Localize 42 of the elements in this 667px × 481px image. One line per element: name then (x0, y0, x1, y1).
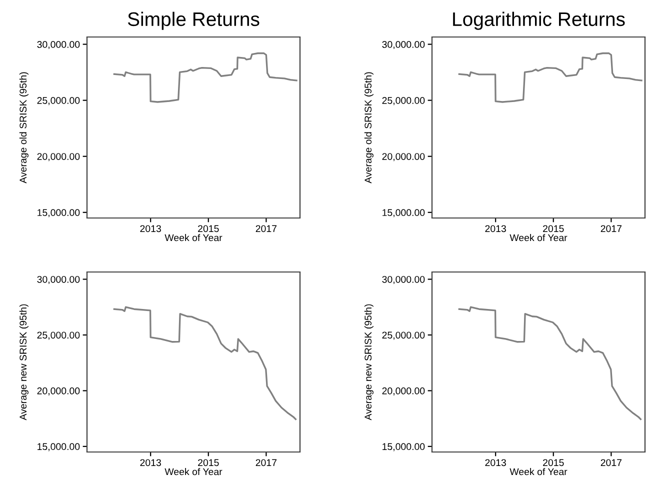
y-tick-label: 25,000.00 (382, 97, 425, 106)
y-axis-title: Average new SRISK (95th) (364, 304, 374, 420)
x-tick-label: 2017 (256, 225, 277, 232)
y-tick-label: 20,000.00 (382, 153, 425, 162)
line-series (458, 306, 642, 420)
y-tick-label: 30,000.00 (382, 41, 425, 50)
x-axis-title: Week of Year (510, 468, 568, 476)
x-tick-label: 2015 (198, 225, 219, 232)
y-axis-title: Average new SRISK (95th) (19, 304, 28, 420)
x-tick-label: 2017 (256, 459, 277, 466)
line-series (113, 306, 296, 420)
line-series (113, 52, 298, 103)
x-axis-title: Week of Year (164, 468, 222, 476)
y-tick-label: 30,000.00 (37, 41, 80, 50)
x-tick-label: 2013 (485, 459, 506, 466)
y-tick-label: 15,000.00 (382, 443, 425, 452)
y-axis-title: Average old SRISK (95th) (364, 72, 374, 184)
x-tick-label: 2017 (600, 225, 622, 232)
y-tick-label: 30,000.00 (382, 276, 425, 284)
x-axis-title: Week of Year (164, 234, 222, 242)
x-tick-label: 2013 (485, 225, 506, 232)
y-tick-label: 20,000.00 (382, 387, 425, 396)
x-axis-title: Week of Year (510, 234, 568, 242)
y-tick-label: 20,000.00 (37, 153, 80, 162)
line-series (458, 52, 642, 103)
y-tick-label: 25,000.00 (37, 97, 80, 106)
chart-title: Logarithmic Returns (453, 12, 625, 30)
y-tick-label: 20,000.00 (37, 387, 80, 396)
y-tick-label: 25,000.00 (37, 332, 80, 340)
x-tick-label: 2015 (198, 459, 219, 466)
y-tick-label: 30,000.00 (37, 276, 80, 284)
x-tick-label: 2017 (600, 459, 622, 466)
y-axis-title: Average old SRISK (95th) (19, 72, 28, 184)
x-tick-label: 2013 (140, 459, 161, 466)
y-tick-label: 15,000.00 (38, 443, 80, 452)
x-tick-label: 2015 (543, 459, 564, 466)
y-tick-label: 15,000.00 (38, 209, 80, 218)
x-tick-label: 2015 (543, 225, 564, 232)
chart-title: Simple Returns (128, 12, 260, 30)
y-tick-label: 15,000.00 (382, 209, 425, 218)
x-tick-label: 2013 (140, 225, 161, 232)
y-tick-label: 25,000.00 (382, 332, 425, 340)
